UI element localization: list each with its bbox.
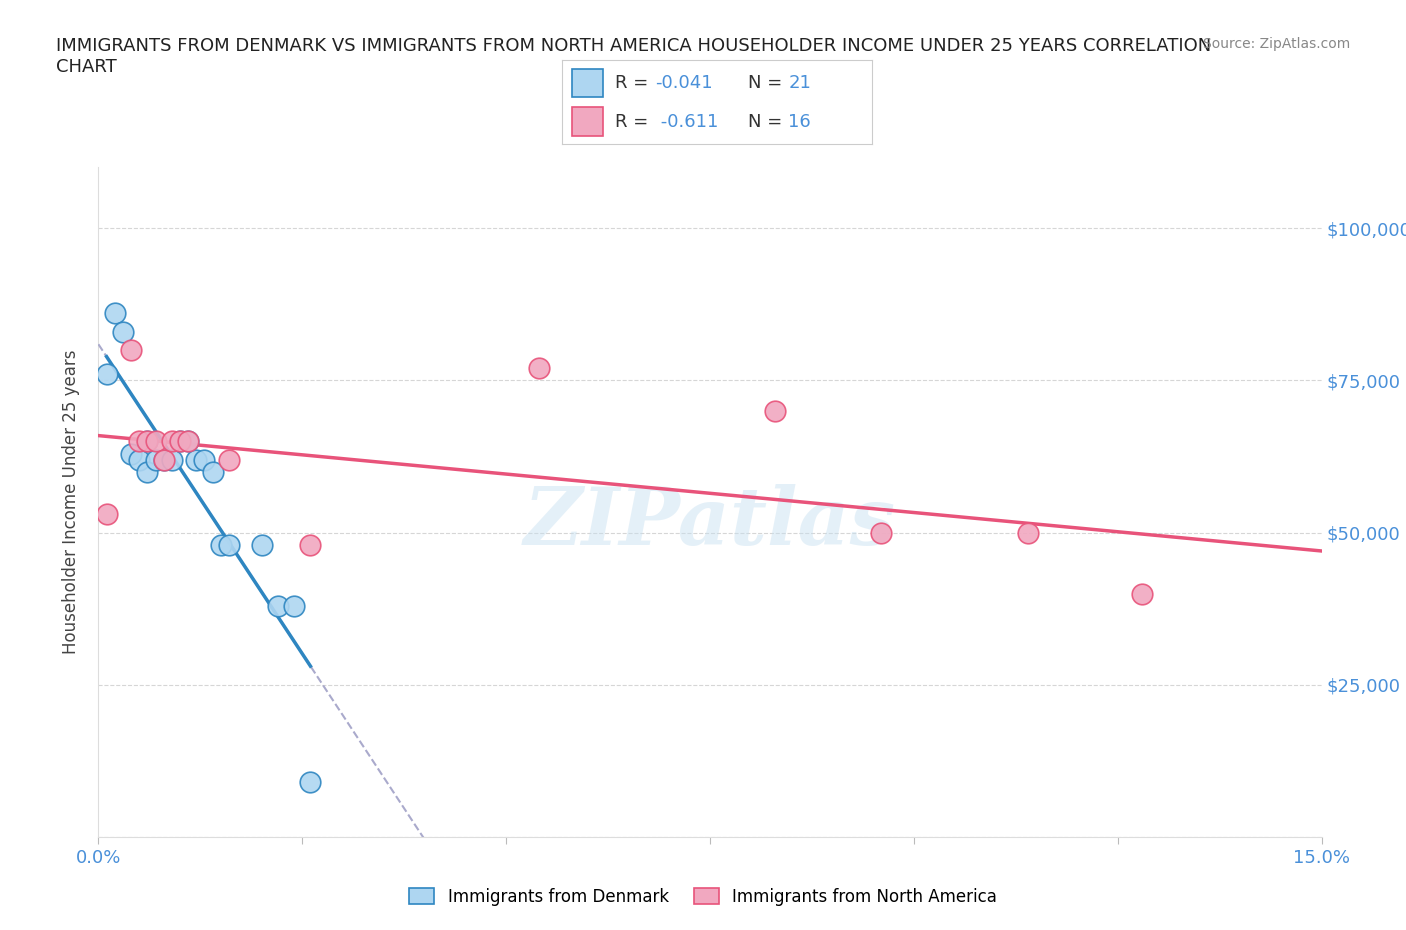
Point (136, 434, 159, 449)
Point (299, 538, 322, 552)
Point (111, 325, 134, 339)
Text: R =: R = (614, 74, 654, 92)
Point (218, 538, 240, 552)
Point (169, 434, 191, 449)
Text: IMMIGRANTS FROM DENMARK VS IMMIGRANTS FROM NORTH AMERICA HOUSEHOLDER INCOME UNDE: IMMIGRANTS FROM DENMARK VS IMMIGRANTS FR… (56, 37, 1212, 76)
Point (250, 538, 273, 552)
Text: 21: 21 (789, 74, 811, 92)
Point (527, 361, 550, 376)
Y-axis label: Householder Income Under 25 years: Householder Income Under 25 years (62, 350, 80, 655)
Point (136, 464, 159, 479)
Point (299, 775, 322, 790)
Point (267, 598, 290, 613)
Point (104, 306, 127, 321)
Point (160, 434, 183, 449)
Point (96, 507, 118, 522)
Text: Source: ZipAtlas.com: Source: ZipAtlas.com (1202, 37, 1350, 51)
Point (169, 434, 191, 449)
Point (870, 525, 893, 540)
Point (283, 598, 305, 613)
Point (145, 452, 167, 467)
Text: R =: R = (614, 113, 654, 130)
Text: -0.611: -0.611 (655, 113, 718, 130)
Point (1130, 586, 1153, 601)
Text: ZIPatlas: ZIPatlas (524, 484, 896, 561)
Point (177, 434, 200, 449)
Point (128, 452, 150, 467)
Point (763, 404, 786, 418)
Point (209, 538, 232, 552)
Text: -0.041: -0.041 (655, 74, 713, 92)
Point (96, 367, 118, 382)
Point (152, 452, 174, 467)
Point (128, 434, 150, 449)
Point (160, 452, 183, 467)
Point (201, 464, 224, 479)
Text: N =: N = (748, 113, 787, 130)
Bar (572, 69, 603, 98)
Point (186, 452, 208, 467)
Point (152, 452, 174, 467)
Point (136, 434, 159, 449)
Point (145, 434, 167, 449)
Point (120, 446, 142, 461)
Legend: Immigrants from Denmark, Immigrants from North America: Immigrants from Denmark, Immigrants from… (402, 881, 1004, 912)
Point (193, 452, 215, 467)
Bar (572, 107, 603, 136)
Point (120, 342, 142, 357)
Text: 16: 16 (789, 113, 811, 130)
Point (1017, 525, 1039, 540)
Point (218, 452, 240, 467)
Point (177, 434, 200, 449)
Text: N =: N = (748, 74, 787, 92)
